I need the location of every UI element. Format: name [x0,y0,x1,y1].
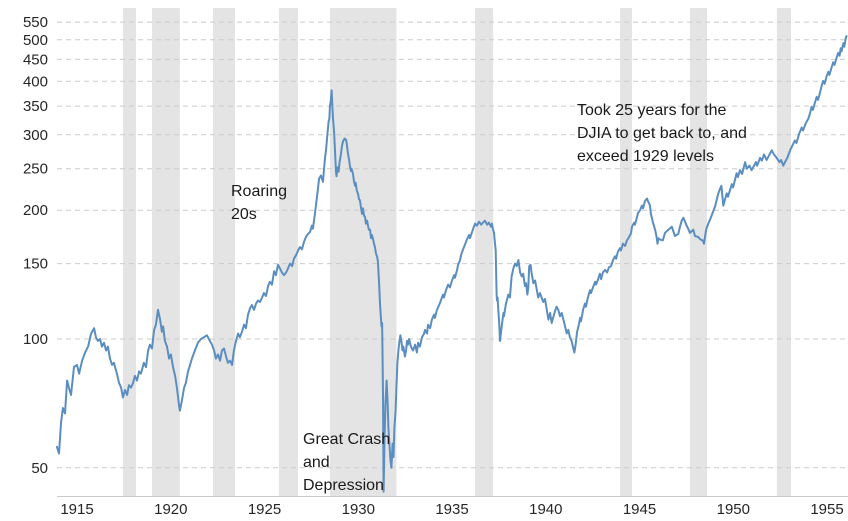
y-tick-label: 400 [23,73,48,90]
recession-bands-group [122,8,791,496]
y-tick-label: 50 [31,460,48,477]
x-tick-label: 1935 [435,501,468,518]
y-tick-label: 350 [23,98,48,115]
recession-band [278,8,298,496]
y-tick-label: 150 [23,256,48,273]
y-tick-label: 200 [23,202,48,219]
y-tick-label: 450 [23,51,48,68]
x-tick-label: 1945 [623,501,656,518]
x-tick-label: 1955 [810,501,843,518]
recession-band [689,8,707,496]
recession-band [122,8,136,496]
recession-band [212,8,235,496]
recession-band [776,8,791,496]
x-tick-label: 1950 [717,501,750,518]
recession-band [620,8,632,496]
x-tick-label: 1925 [248,501,281,518]
y-tick-label: 100 [23,331,48,348]
x-tick-label: 1940 [529,501,562,518]
x-axis-tick-labels: 1915 1920 1925 1930 1935 1940 1945 1950 1955 [60,501,843,518]
recession-band [475,8,494,496]
djia-line-series [55,35,848,493]
y-tick-label: 300 [23,127,48,144]
x-tick-label: 1930 [342,501,375,518]
x-tick-label: 1920 [154,501,187,518]
gridlines-group [57,21,848,469]
x-tick-label: 1915 [60,501,93,518]
y-tick-label: 550 [23,14,48,31]
y-tick-label: 250 [23,161,48,178]
recession-band [152,8,180,496]
y-tick-label: 500 [23,32,48,49]
